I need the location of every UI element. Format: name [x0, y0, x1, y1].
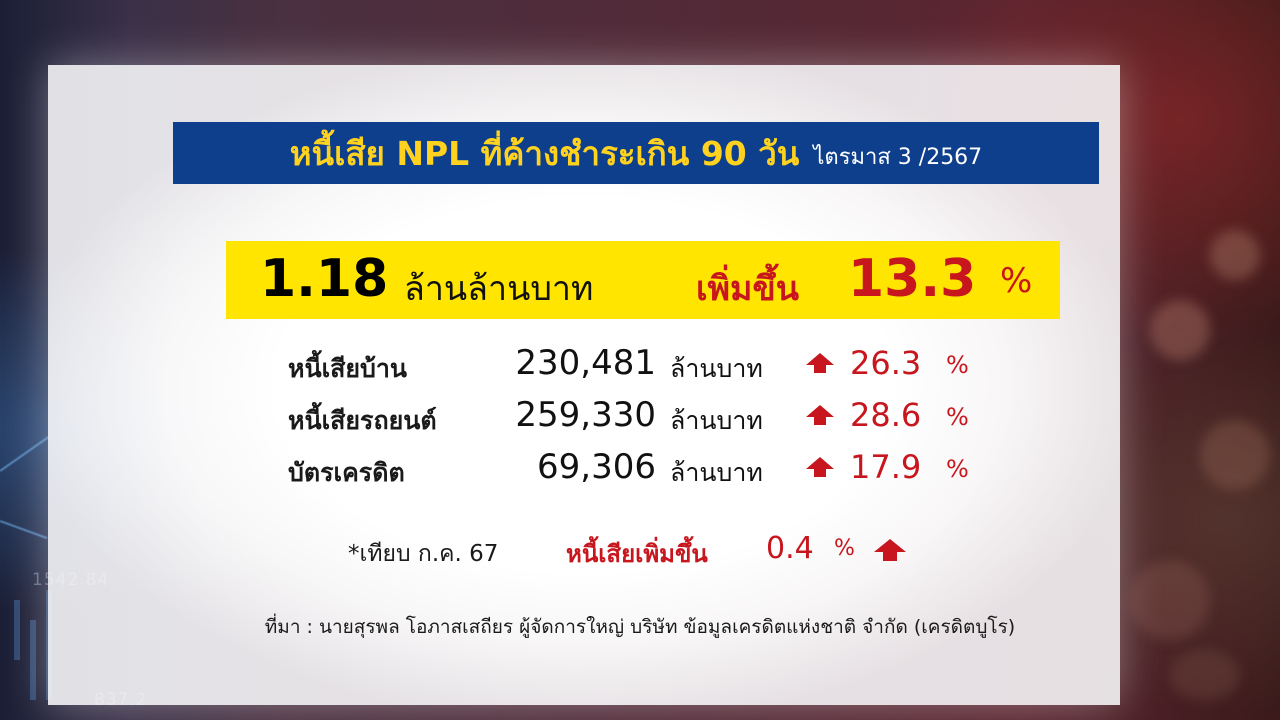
up-arrow-icon	[874, 539, 906, 561]
comparison-text: หนี้เสียเพิ่มขึ้น	[566, 540, 708, 568]
row-label: หนี้เสียรถยนต์	[288, 406, 437, 435]
row-percent: 26.3	[850, 344, 922, 382]
background-bokeh	[1210, 230, 1260, 280]
background-chart-bar	[30, 620, 36, 700]
background-chart-bar	[14, 600, 20, 660]
background-bokeh	[1150, 300, 1210, 360]
increase-value: 13.3	[848, 249, 977, 309]
up-arrow-icon	[806, 405, 834, 425]
increase-label: เพิ่มขึ้น	[696, 269, 799, 309]
row-unit: ล้านบาท	[670, 458, 763, 487]
row-percent-sign: %	[946, 403, 969, 431]
row-percent-sign: %	[946, 455, 969, 483]
background-bokeh	[1130, 560, 1210, 640]
comparison-row: *เทียบ ก.ค. 67 หนี้เสียเพิ่มขึ้น 0.4 %	[0, 530, 1280, 574]
row-percent-sign: %	[946, 351, 969, 379]
total-highlight-bar: 1.18 ล้านล้านบาท เพิ่มขึ้น 13.3 %	[226, 241, 1060, 319]
row-label: บัตรเครดิต	[288, 458, 405, 487]
up-arrow-icon	[806, 457, 834, 477]
breakdown-row-housing: หนี้เสียบ้าน 230,481 ล้านบาท 26.3 %	[0, 343, 1280, 393]
total-npl-value: 1.18	[260, 249, 389, 309]
row-percent: 28.6	[850, 396, 922, 434]
row-unit: ล้านบาท	[670, 406, 763, 435]
breakdown-row-credit-card: บัตรเครดิต 69,306 ล้านบาท 17.9 %	[0, 447, 1280, 497]
period-label: ไตรมาส 3 /2567	[813, 144, 983, 170]
increase-percent-sign: %	[1000, 261, 1033, 301]
row-value: 69,306	[537, 447, 656, 487]
total-npl-unit: ล้านล้านบาท	[404, 269, 594, 309]
up-arrow-icon	[806, 353, 834, 373]
row-label: หนี้เสียบ้าน	[288, 354, 408, 383]
comparison-label: *เทียบ ก.ค. 67	[348, 541, 499, 567]
row-percent: 17.9	[850, 448, 922, 486]
page-title: หนี้เสีย NPL ที่ค้างชำระเกิน 90 วัน	[289, 133, 800, 173]
row-value: 230,481	[515, 343, 656, 383]
comparison-percent-sign: %	[834, 536, 855, 561]
title-bar: หนี้เสีย NPL ที่ค้างชำระเกิน 90 วัน ไตรม…	[173, 122, 1099, 184]
breakdown-row-auto: หนี้เสียรถยนต์ 259,330 ล้านบาท 28.6 %	[0, 395, 1280, 445]
row-unit: ล้านบาท	[670, 354, 763, 383]
background-bokeh	[1200, 420, 1270, 490]
row-value: 259,330	[515, 395, 656, 435]
source-credit: ที่มา : นายสุรพล โอภาสเสถียร ผู้จัดการให…	[264, 616, 1016, 638]
background-bokeh	[1170, 650, 1240, 700]
comparison-value: 0.4	[766, 531, 814, 566]
